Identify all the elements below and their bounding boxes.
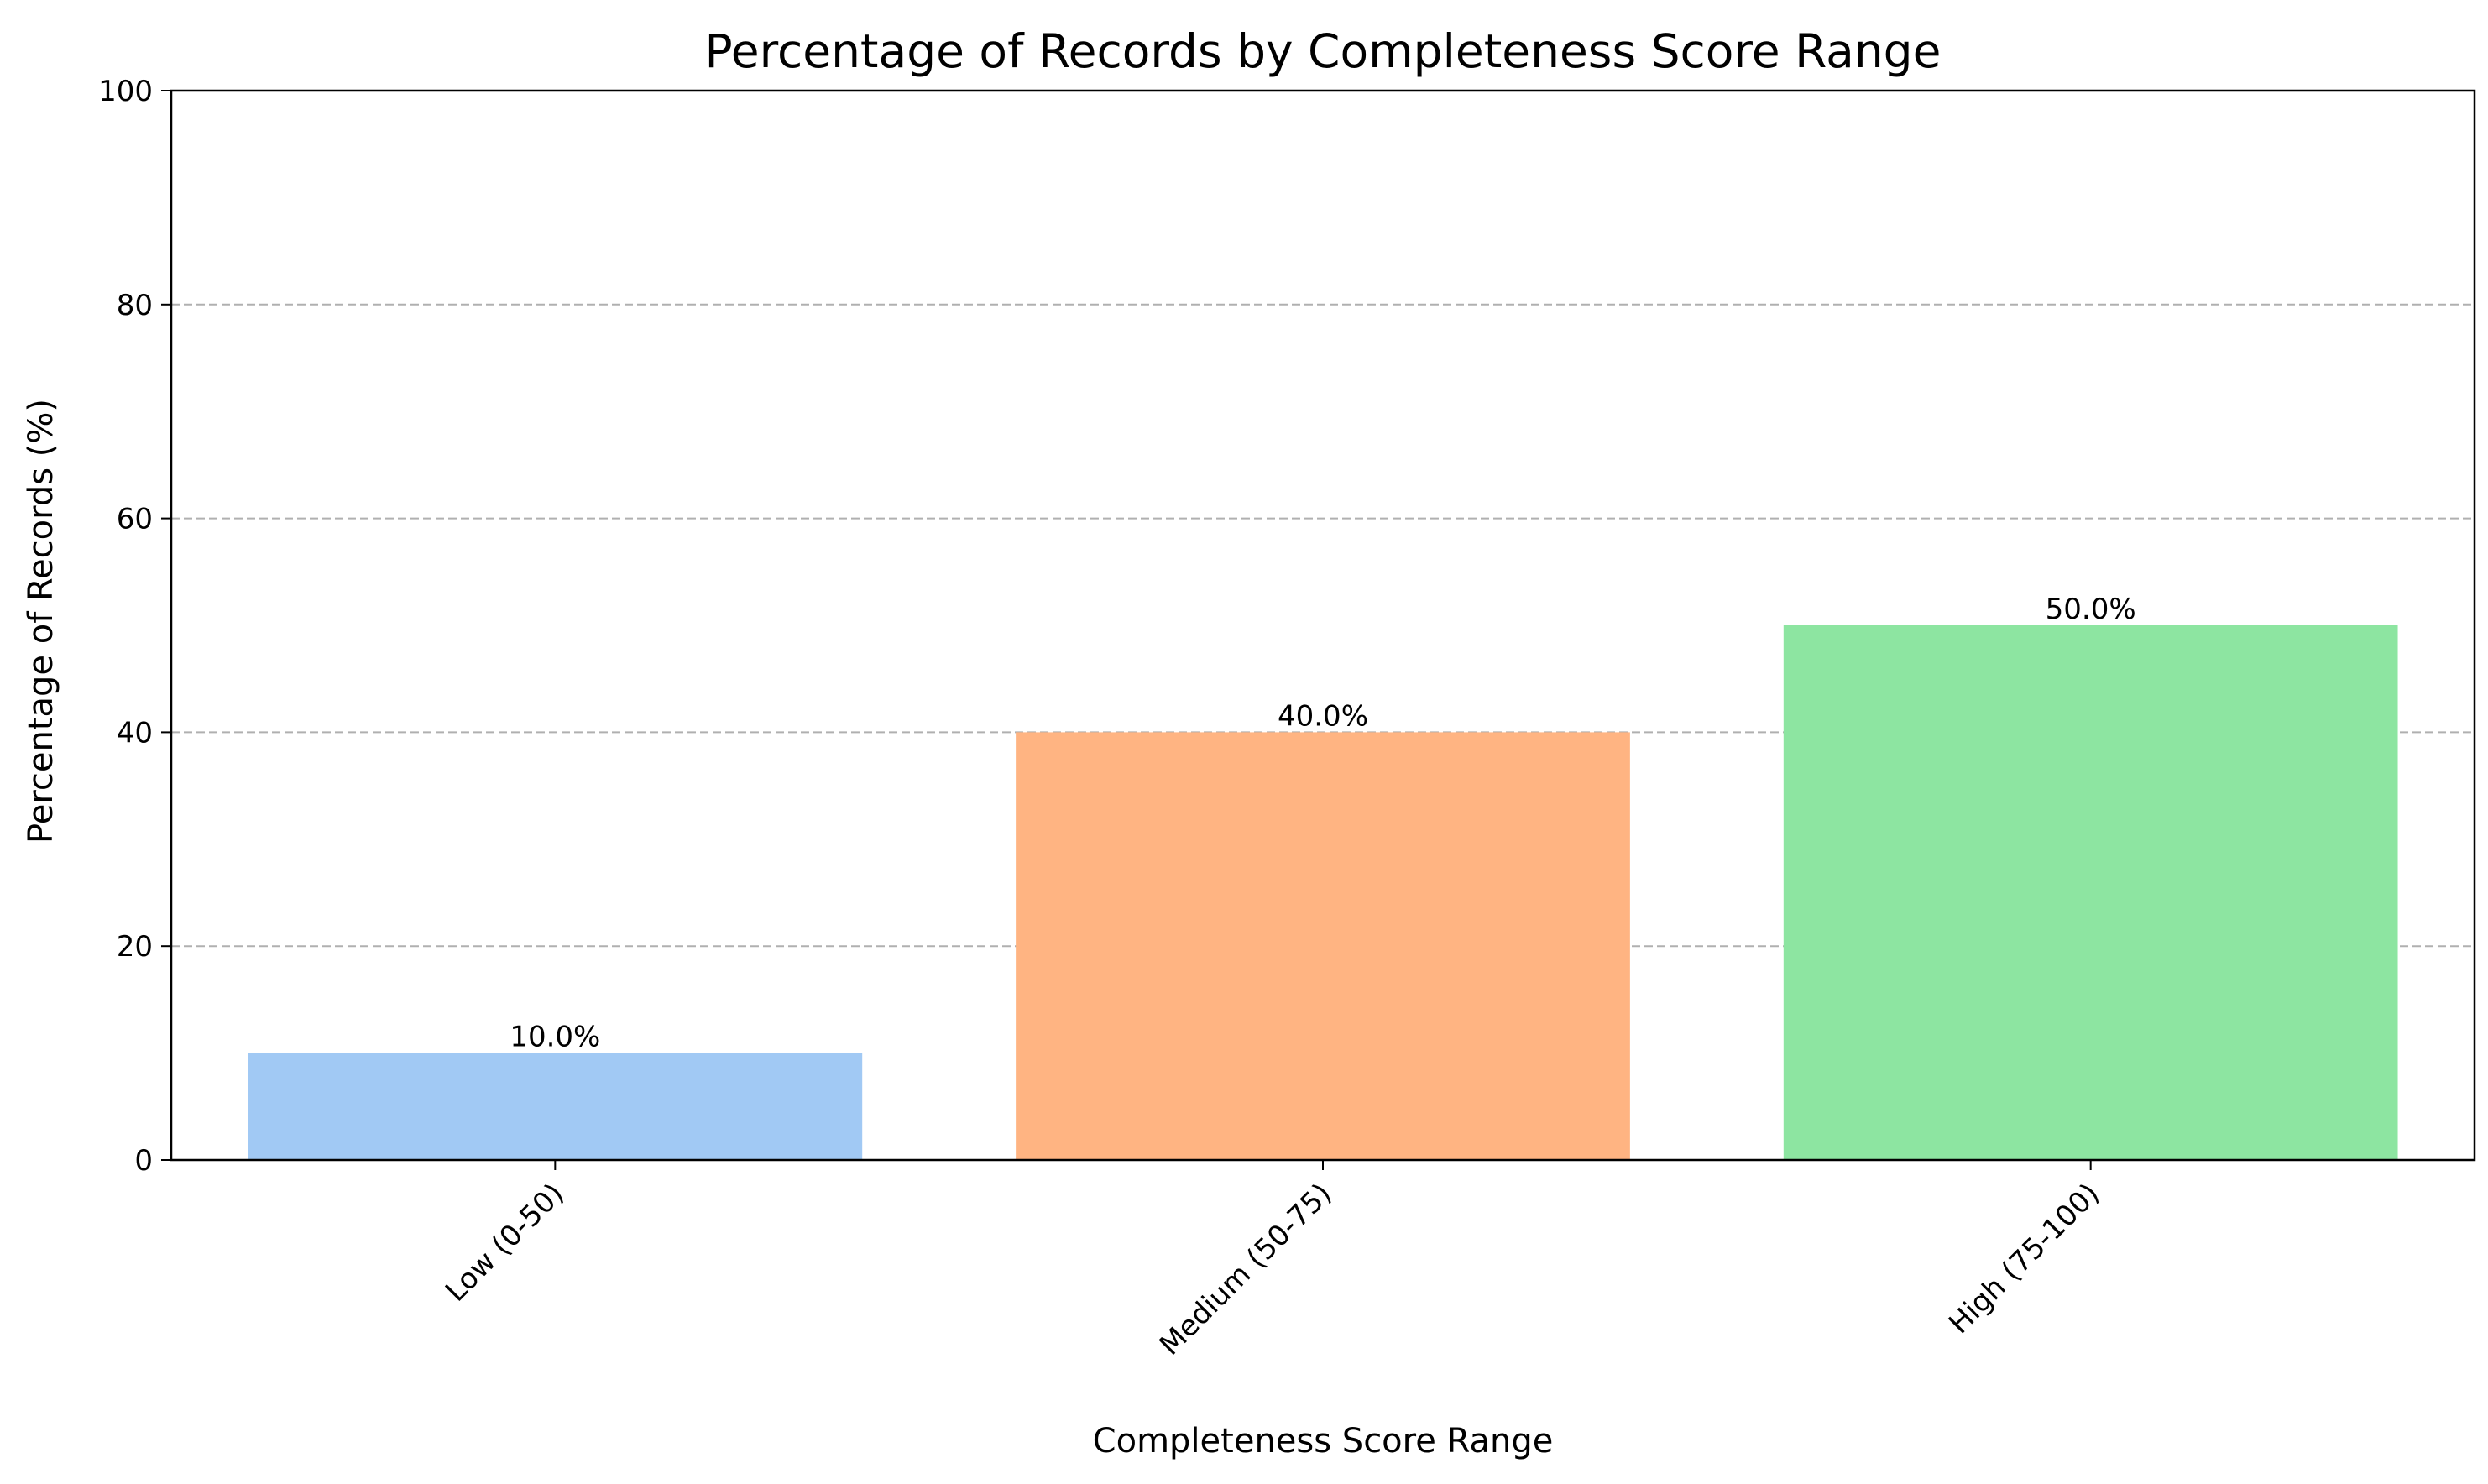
y-tick-label: 100 [98,75,153,108]
bar [1783,625,2398,1160]
y-tick-label: 20 [117,930,153,964]
x-axis-label: Completeness Score Range [1093,1422,1554,1460]
bar [1016,732,1630,1160]
y-tick-label: 40 [117,716,153,750]
y-axis-label: Percentage of Records (%) [22,399,60,844]
y-tick-label: 0 [134,1144,153,1178]
y-axis-ticks: 0 20 40 60 80 100 [98,75,171,1178]
bars [248,625,2398,1160]
chart-title: Percentage of Records by Completeness Sc… [705,24,1942,78]
y-tick-label: 80 [117,289,153,322]
y-tick-label: 60 [117,503,153,536]
bar [248,1053,863,1160]
bar-value-label: 50.0% [2046,593,2136,626]
data-labels: 10.0% 40.0% 50.0% [510,593,2135,1054]
bar-value-label: 10.0% [510,1021,600,1054]
bar-value-label: 40.0% [1278,699,1368,733]
